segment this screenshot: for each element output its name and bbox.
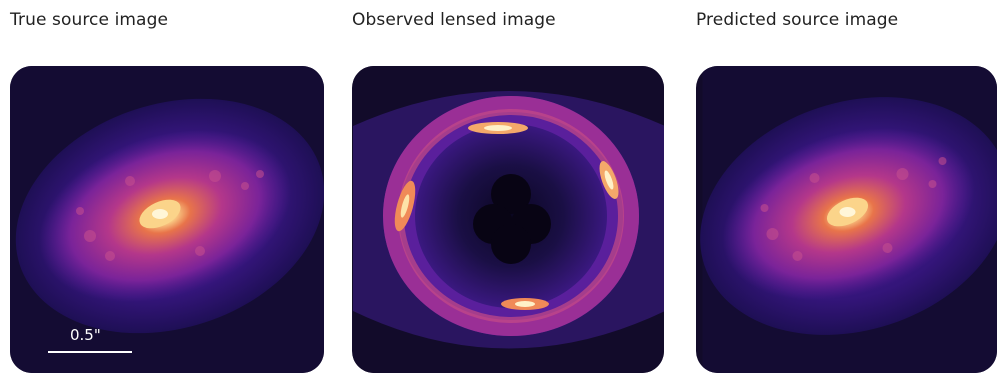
panel-title-predicted-source: Predicted source image <box>696 10 899 30</box>
true-source-image: 0.5" <box>10 66 324 373</box>
panel-predicted-source: Predicted source image <box>696 0 997 373</box>
observed-lensed-image <box>352 66 664 373</box>
scale-bar-label: 0.5" <box>70 326 101 344</box>
predicted-source-image <box>696 66 997 373</box>
scale-bar <box>48 351 132 353</box>
panel-title-observed-lensed: Observed lensed image <box>352 10 556 30</box>
panel-observed-lensed: Observed lensed image <box>352 0 672 373</box>
panel-true-source: True source image <box>10 0 330 373</box>
panel-title-true-source: True source image <box>10 10 169 30</box>
